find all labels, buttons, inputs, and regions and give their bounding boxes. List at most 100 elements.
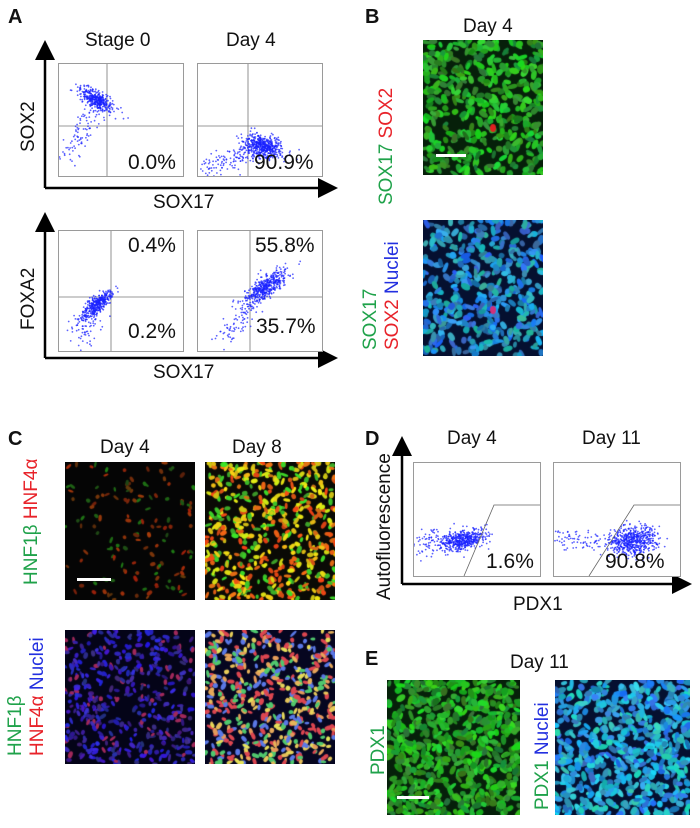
scatter-point (271, 155, 274, 157)
scatter-point (641, 537, 644, 540)
scatter-point (99, 308, 102, 311)
scatter-point (623, 534, 626, 537)
scatter-point (75, 129, 77, 131)
scatter-point (83, 314, 86, 317)
scatter-point (237, 168, 240, 171)
scatter-point (269, 275, 272, 278)
scatter-point (96, 110, 99, 113)
scatter-point (447, 535, 450, 538)
scatter-point (246, 147, 249, 149)
scatter-point (81, 340, 84, 342)
scatter-point (234, 308, 237, 310)
scatter-point (74, 164, 76, 167)
scatter-point (556, 539, 559, 542)
scatter-point (98, 304, 101, 307)
scatter-point (262, 288, 265, 291)
scatter-point (629, 548, 632, 551)
scatter-point (241, 304, 244, 307)
scatter-point (464, 546, 467, 549)
scatter-point (454, 540, 456, 542)
scatter-point (102, 98, 105, 101)
scatter-point (75, 329, 78, 332)
scatter-point (298, 263, 300, 265)
scatter-point (440, 538, 442, 540)
scatter-point (239, 153, 241, 156)
scatter-point (88, 116, 91, 118)
scatter-point (264, 149, 266, 151)
scatter-point (626, 548, 629, 550)
scatter-point (252, 143, 255, 146)
scatter-point (229, 163, 231, 166)
scatter-point (109, 289, 111, 292)
scatter-point (276, 142, 279, 145)
scatter-point (619, 540, 622, 543)
scatter-point (96, 94, 99, 97)
scatter-point (99, 107, 102, 109)
scatter-point (75, 83, 77, 86)
scatter-point (90, 318, 93, 320)
scatter-point (618, 546, 621, 549)
scatter-point (267, 141, 269, 144)
scatter-point (486, 535, 488, 537)
scatter-point (443, 536, 446, 539)
scatter-point (618, 529, 621, 531)
scatter-point (244, 325, 247, 328)
scatter-point (62, 151, 64, 153)
scatter-point (88, 296, 91, 299)
scatter-point (230, 161, 232, 164)
scatter-point (86, 318, 88, 321)
scatter-point (263, 295, 265, 298)
scatter-point (561, 538, 563, 540)
scatter-point (239, 174, 241, 176)
scatter-point (89, 134, 92, 136)
scatter-point (83, 90, 86, 93)
scatter-point (638, 552, 641, 555)
scatter-point (94, 106, 96, 108)
scatter-point (416, 553, 418, 556)
scatter-point (458, 544, 460, 547)
scatter-point (99, 96, 102, 98)
scatter-point (655, 547, 657, 549)
scatter-point (101, 306, 103, 308)
scatter-point (278, 284, 281, 286)
pct-foxa2-stage0-lr: 0.2% (128, 320, 176, 343)
scatter-point (276, 272, 279, 275)
scatter-point (261, 297, 263, 299)
scatter-point (289, 150, 291, 152)
scatter-point (257, 284, 260, 287)
scatter-point (242, 326, 244, 329)
scatter-point (276, 153, 278, 156)
ylabel-autofluorescence: Autofluorescence (374, 453, 395, 600)
scatter-point (79, 337, 82, 340)
scatter-point (72, 135, 75, 138)
scatter-point (89, 330, 92, 333)
scatter-point (621, 548, 624, 551)
pct-foxa2-day4-lr: 35.7% (256, 315, 316, 338)
scatter-point (554, 530, 557, 533)
scatter-point (458, 539, 461, 541)
scatter-point (78, 139, 81, 141)
scatter-point (96, 104, 99, 106)
scatter-point (298, 148, 300, 151)
scatter-point (95, 307, 98, 309)
scatter-point (258, 142, 261, 145)
scatter-point (85, 314, 87, 317)
scatter-point (633, 543, 635, 546)
scatter-point (622, 529, 625, 532)
scatter-point (639, 538, 641, 541)
scatter-point (575, 530, 578, 533)
scatter-point (248, 149, 250, 152)
scatter-point (632, 546, 634, 548)
scatter-point (622, 539, 624, 542)
scatter-point (561, 544, 564, 546)
scatter-point (63, 152, 66, 155)
scatter-point (240, 133, 243, 136)
scatter-point (621, 553, 623, 555)
scatter-point (262, 283, 265, 286)
scatter-point (638, 547, 641, 550)
scatter-point (111, 107, 114, 109)
scatter-point (93, 119, 96, 122)
scatter-point (89, 109, 92, 112)
scatter-point (79, 98, 82, 101)
scatter-point (423, 535, 426, 538)
